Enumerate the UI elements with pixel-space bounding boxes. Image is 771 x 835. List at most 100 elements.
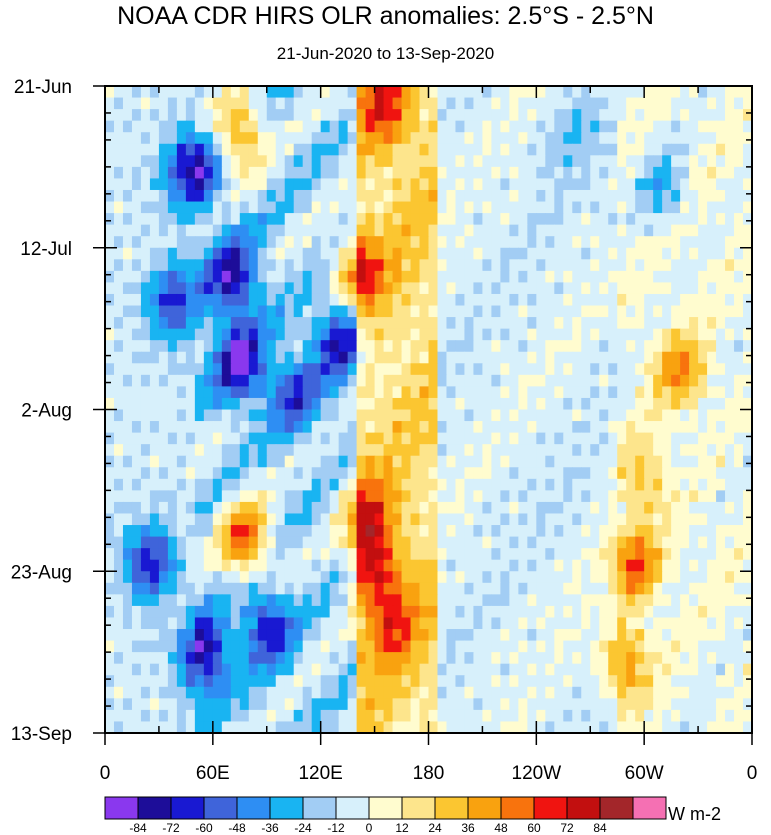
- heatmap-cell: [338, 224, 349, 237]
- heatmap-cell: [347, 640, 358, 653]
- heatmap-cell: [140, 559, 151, 572]
- heatmap-cell: [248, 132, 259, 145]
- heatmap-cell: [221, 605, 232, 619]
- heatmap-cell: [194, 640, 205, 653]
- heatmap-cell: [707, 282, 717, 295]
- heatmap-cell: [356, 224, 367, 237]
- heatmap-cell: [653, 143, 663, 156]
- heatmap-cell: [635, 421, 645, 434]
- heatmap-cell: [617, 605, 627, 619]
- heatmap-cell: [500, 259, 510, 272]
- heatmap-cell: [734, 536, 744, 549]
- heatmap-cell: [239, 109, 250, 122]
- heatmap-cell: [734, 490, 744, 503]
- heatmap-cell: [707, 536, 717, 549]
- heatmap-cell: [473, 686, 484, 699]
- heatmap-cell: [743, 571, 752, 584]
- heatmap-cell: [329, 282, 340, 295]
- heatmap-cell: [105, 132, 115, 145]
- colorbar-box: [500, 796, 535, 820]
- heatmap-cell: [149, 386, 160, 399]
- heatmap-cell: [239, 432, 250, 445]
- heatmap-cell: [167, 571, 178, 584]
- heatmap-cell: [500, 97, 510, 110]
- heatmap-cell: [105, 97, 115, 110]
- heatmap-cell: [131, 178, 142, 191]
- heatmap-cell: [257, 259, 268, 272]
- heatmap-cell: [482, 155, 493, 168]
- heatmap-cell: [446, 282, 457, 295]
- heatmap-cell: [680, 213, 690, 226]
- heatmap-cell: [671, 293, 681, 307]
- heatmap-cell: [653, 467, 663, 480]
- heatmap-cell: [482, 432, 493, 445]
- heatmap-cell: [536, 617, 546, 630]
- heatmap-cell: [590, 652, 600, 665]
- heatmap-cell: [725, 652, 735, 665]
- heatmap-cell: [635, 120, 645, 133]
- heatmap-cell: [140, 143, 151, 156]
- heatmap-cell: [329, 109, 340, 122]
- heatmap-cell: [365, 675, 376, 688]
- heatmap-cell: [419, 548, 430, 561]
- heatmap-cell: [248, 213, 259, 226]
- heatmap-cell: [212, 652, 223, 665]
- heatmap-cell: [302, 305, 313, 318]
- heatmap-cell: [455, 351, 466, 364]
- heatmap-cell: [122, 629, 133, 642]
- heatmap-cell: [293, 455, 304, 468]
- heatmap-cell: [374, 386, 385, 399]
- heatmap-cell: [563, 166, 573, 180]
- heatmap-cell: [284, 513, 295, 526]
- heatmap-cell: [626, 421, 636, 434]
- heatmap-cell: [455, 120, 466, 133]
- heatmap-cell: [212, 155, 223, 168]
- heatmap-cell: [554, 259, 564, 272]
- heatmap-cell: [248, 293, 259, 307]
- heatmap-cell: [455, 132, 466, 145]
- heatmap-cell: [356, 155, 367, 168]
- heatmap-cell: [617, 629, 627, 642]
- heatmap-cell: [365, 548, 376, 561]
- heatmap-cell: [203, 675, 214, 688]
- heatmap-cell: [464, 698, 475, 711]
- heatmap-cell: [392, 444, 403, 457]
- heatmap-cell: [590, 270, 600, 284]
- colorbar: -84 -72 -60 -48 -36 -24 -12 0 12 24 36 48 60 72 84: [104, 796, 667, 835]
- heatmap-cell: [248, 501, 259, 515]
- heatmap-cell: [608, 397, 618, 411]
- heatmap-cell: [329, 409, 340, 422]
- heatmap-cell: [320, 432, 331, 445]
- heatmap-cell: [545, 478, 555, 491]
- heatmap-cell: [671, 213, 681, 226]
- heatmap-cell: [725, 340, 735, 353]
- heatmap-cell: [626, 236, 636, 249]
- heatmap-cell: [392, 86, 403, 99]
- heatmap-cell: [401, 698, 412, 711]
- heatmap-cell: [671, 189, 681, 203]
- heatmap-cell: [302, 143, 313, 156]
- heatmap-cell: [356, 501, 367, 515]
- heatmap-cell: [536, 259, 546, 272]
- heatmap-cell: [599, 686, 609, 699]
- heatmap-cell: [203, 652, 214, 665]
- heatmap-cell: [743, 536, 752, 549]
- heatmap-cell: [491, 270, 501, 284]
- heatmap-cell: [221, 501, 232, 515]
- heatmap-cell: [725, 617, 735, 630]
- heatmap-cell: [734, 270, 744, 284]
- heatmap-cell: [230, 270, 241, 284]
- heatmap-cell: [212, 259, 223, 272]
- heatmap-cell: [167, 548, 178, 561]
- heatmap-cell: [464, 351, 475, 364]
- heatmap-cell: [275, 536, 286, 549]
- heatmap-cell: [392, 582, 403, 595]
- heatmap-cell: [437, 397, 448, 411]
- heatmap-cell: [464, 478, 475, 491]
- heatmap-cell: [365, 640, 376, 653]
- heatmap-cell: [581, 305, 591, 318]
- heatmap-cell: [653, 201, 663, 214]
- heatmap-cell: [716, 629, 726, 642]
- heatmap-cell: [392, 559, 403, 572]
